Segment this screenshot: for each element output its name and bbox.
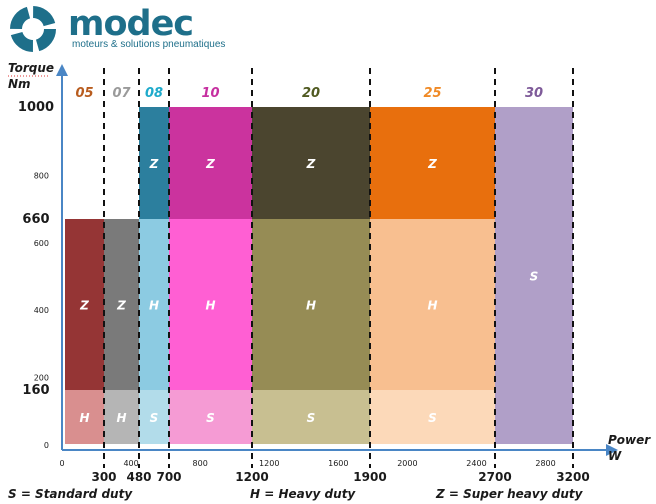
duty-band-label: H bbox=[306, 299, 316, 313]
x-tick-label: 1200 bbox=[259, 459, 279, 468]
x-tick-label: 0 bbox=[59, 459, 64, 468]
legend-item: S = Standard duty bbox=[8, 487, 133, 501]
x-highlight-tick-label: 480 bbox=[126, 470, 151, 484]
duty-band-label: Z bbox=[427, 157, 437, 171]
duty-band-label: Z bbox=[306, 157, 316, 171]
brand-header: modec moteurs & solutions pneumatiques bbox=[8, 4, 248, 54]
y-axis-arrow-icon bbox=[56, 64, 68, 76]
duty-band-label: H bbox=[149, 299, 159, 313]
y-highlight-tick-label: 660 bbox=[22, 212, 49, 227]
duty-band-30-S bbox=[495, 107, 573, 444]
x-axis-arrow-icon bbox=[606, 444, 618, 456]
x-tick-label: 2000 bbox=[397, 459, 417, 468]
y-highlight-tick-label: 160 bbox=[22, 383, 49, 398]
x-tick-label: 1600 bbox=[328, 459, 348, 468]
duty-band-07-H bbox=[104, 390, 139, 444]
duty-band-08-S bbox=[139, 390, 169, 444]
y-tick-label: 600 bbox=[34, 239, 49, 248]
modec-logo-icon bbox=[10, 6, 56, 52]
y-tick-label: 800 bbox=[34, 171, 49, 180]
y-axis-title: Torque bbox=[8, 61, 54, 75]
duty-band-10-Z bbox=[169, 107, 252, 219]
duty-band-label: H bbox=[79, 411, 89, 425]
duty-band-label: S bbox=[307, 411, 316, 425]
duty-band-label: Z bbox=[116, 299, 126, 313]
brand-name: modec bbox=[68, 4, 194, 44]
y-highlight-tick-label: 1000 bbox=[18, 100, 54, 115]
x-highlight-tick-label: 2700 bbox=[478, 470, 511, 484]
x-tick-label: 800 bbox=[193, 459, 208, 468]
x-highlight-tick-label: 700 bbox=[156, 470, 181, 484]
duty-band-label: S bbox=[428, 411, 437, 425]
y-axis-title: Nm bbox=[8, 77, 31, 91]
model-label-08: 08 bbox=[145, 86, 163, 101]
duty-band-25-H bbox=[370, 219, 495, 390]
x-axis-title: Power bbox=[608, 433, 651, 447]
y-tick-label: 200 bbox=[34, 374, 49, 383]
model-label-07: 07 bbox=[112, 86, 131, 101]
y-tick-label: 0 bbox=[44, 441, 49, 450]
x-axis-title: W bbox=[608, 449, 622, 463]
duty-band-10-S bbox=[169, 390, 252, 444]
duty-band-label: S bbox=[530, 270, 539, 284]
duty-band-08-H bbox=[139, 219, 169, 390]
duty-band-label: S bbox=[206, 411, 215, 425]
model-label-05: 05 bbox=[75, 86, 93, 101]
x-tick-label: 400 bbox=[123, 459, 138, 468]
duty-band-20-H bbox=[252, 219, 370, 390]
duty-band-label: Z bbox=[79, 299, 89, 313]
x-tick-label: 2400 bbox=[466, 459, 486, 468]
duty-band-05-Z bbox=[65, 219, 104, 390]
x-tick-label: 2800 bbox=[535, 459, 555, 468]
duty-band-20-S bbox=[252, 390, 370, 444]
model-label-10: 10 bbox=[201, 86, 219, 101]
model-label-25: 25 bbox=[423, 86, 441, 101]
x-highlight-tick-label: 300 bbox=[91, 470, 116, 484]
duty-band-10-H bbox=[169, 219, 252, 390]
y-tick-label: 400 bbox=[34, 306, 49, 315]
duty-band-25-S bbox=[370, 390, 495, 444]
duty-band-07-Z bbox=[104, 219, 139, 390]
duty-band-08-Z bbox=[139, 107, 169, 219]
model-label-30: 30 bbox=[525, 86, 543, 101]
duty-band-label: H bbox=[427, 299, 437, 313]
duty-band-05-H bbox=[65, 390, 104, 444]
brand-tagline: moteurs & solutions pneumatiques bbox=[72, 39, 226, 50]
model-label-20: 20 bbox=[302, 86, 320, 101]
duty-band-label: Z bbox=[205, 157, 215, 171]
legend-item: H = Heavy duty bbox=[250, 487, 356, 501]
duty-band-label: H bbox=[205, 299, 215, 313]
x-highlight-tick-label: 3200 bbox=[556, 470, 589, 484]
duty-band-label: Z bbox=[149, 157, 159, 171]
duty-band-label: S bbox=[150, 411, 159, 425]
legend-item: Z = Super heavy duty bbox=[435, 487, 584, 501]
x-highlight-tick-label: 1900 bbox=[353, 470, 386, 484]
x-highlight-tick-label: 1200 bbox=[235, 470, 268, 484]
duty-band-label: H bbox=[116, 411, 126, 425]
duty-band-25-Z bbox=[370, 107, 495, 219]
duty-band-20-Z bbox=[252, 107, 370, 219]
